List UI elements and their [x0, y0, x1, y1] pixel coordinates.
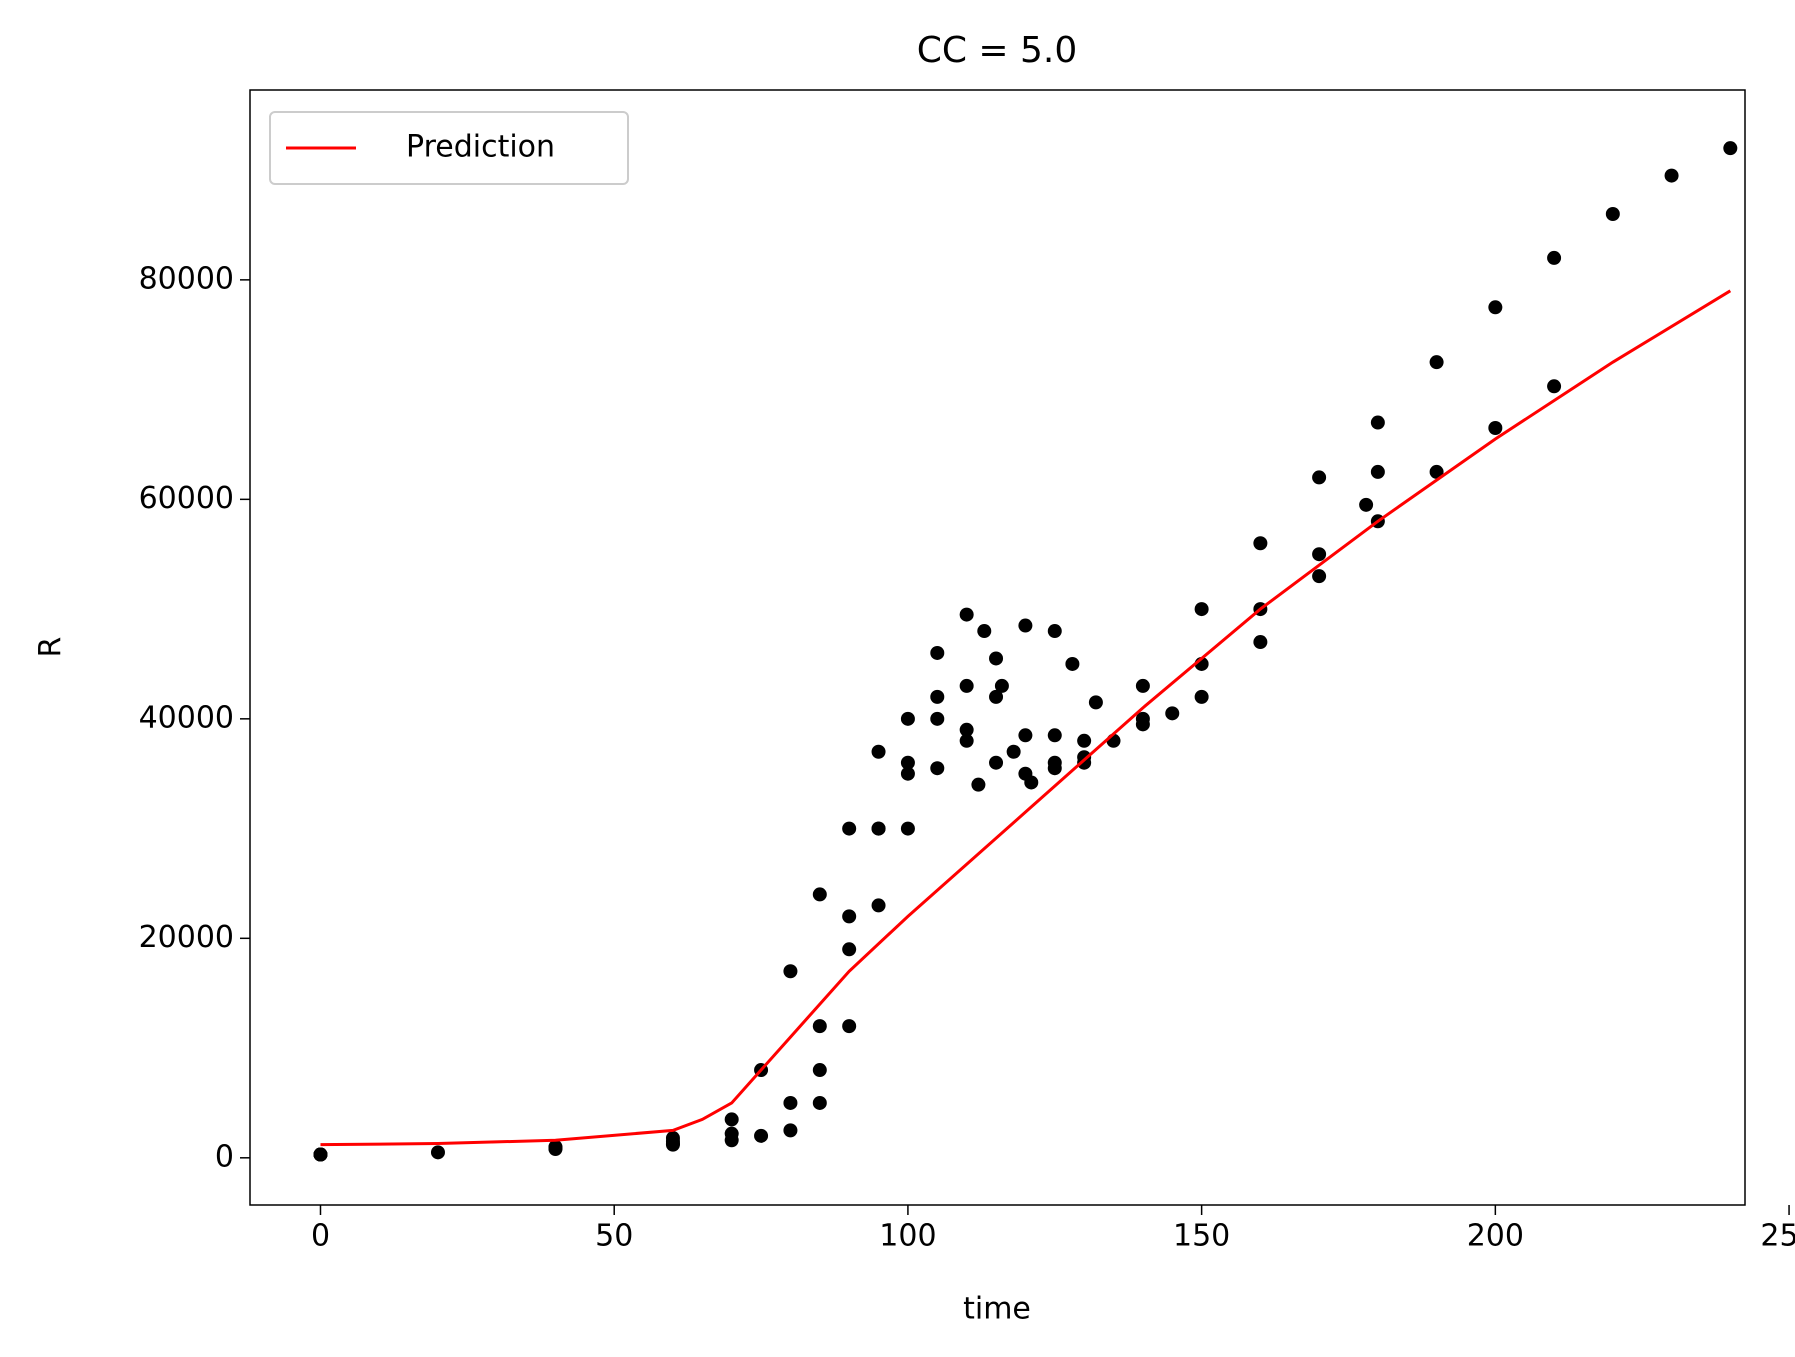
data-point: [842, 821, 857, 836]
plot-area: [313, 141, 1738, 1162]
data-point: [1723, 141, 1738, 156]
data-point: [1135, 711, 1150, 726]
data-point: [1547, 379, 1562, 394]
data-point: [1429, 355, 1444, 370]
data-point: [959, 733, 974, 748]
data-point: [977, 624, 992, 639]
data-point: [1165, 706, 1180, 721]
data-point: [1088, 695, 1103, 710]
data-point: [1370, 415, 1385, 430]
data-point: [1488, 421, 1503, 436]
data-point: [900, 821, 915, 836]
y-tick-label: 40000: [139, 700, 234, 735]
y-tick-label: 0: [215, 1139, 234, 1174]
data-point: [783, 1095, 798, 1110]
data-point: [994, 678, 1009, 693]
data-point: [812, 887, 827, 902]
data-point: [842, 1019, 857, 1034]
data-point: [1047, 624, 1062, 639]
data-point: [1135, 678, 1150, 693]
data-point: [430, 1145, 445, 1160]
axes-frame: [249, 89, 1746, 1206]
data-point: [812, 1019, 827, 1034]
data-point: [812, 1095, 827, 1110]
data-point: [1006, 744, 1021, 759]
data-point: [1605, 207, 1620, 222]
data-point: [930, 645, 945, 660]
data-point: [900, 755, 915, 770]
data-point: [900, 711, 915, 726]
data-point: [1312, 547, 1327, 562]
data-point: [930, 689, 945, 704]
legend-label: Prediction: [406, 130, 555, 165]
data-point: [812, 1063, 827, 1078]
data-point: [1664, 168, 1679, 183]
data-point: [1047, 728, 1062, 743]
x-tick-label: 250: [1760, 1219, 1795, 1254]
data-point: [871, 898, 886, 913]
y-tick-label: 60000: [139, 481, 234, 516]
data-point: [1370, 464, 1385, 479]
data-point: [1488, 300, 1503, 315]
data-point: [930, 761, 945, 776]
data-point: [665, 1136, 680, 1151]
legend-box: [269, 111, 629, 185]
data-point: [1018, 618, 1033, 633]
data-point: [548, 1142, 563, 1157]
data-point: [1312, 470, 1327, 485]
data-point: [842, 942, 857, 957]
data-point: [1253, 635, 1268, 650]
data-point: [313, 1147, 328, 1162]
data-point: [1077, 733, 1092, 748]
data-point: [1077, 750, 1092, 765]
data-point: [1194, 602, 1209, 617]
data-point: [724, 1112, 739, 1127]
data-point: [959, 607, 974, 622]
x-axis-label: time: [963, 1292, 1031, 1327]
data-point: [1018, 728, 1033, 743]
data-point: [900, 766, 915, 781]
data-point: [1312, 569, 1327, 584]
data-point: [930, 711, 945, 726]
data-point: [989, 689, 1004, 704]
prediction-line: [320, 289, 1732, 1147]
data-point: [1429, 464, 1444, 479]
data-point: [724, 1133, 739, 1148]
data-point: [959, 678, 974, 693]
chart-title: CC = 5.0: [917, 30, 1078, 71]
y-tick-label: 20000: [139, 920, 234, 955]
x-tick-label: 0: [311, 1219, 330, 1254]
data-point: [1253, 536, 1268, 551]
data-point: [1547, 250, 1562, 265]
data-point: [1024, 775, 1039, 790]
x-tick-label: 200: [1467, 1219, 1524, 1254]
y-tick-label: 80000: [139, 261, 234, 296]
data-point: [971, 777, 986, 792]
data-point: [754, 1128, 769, 1143]
data-point: [871, 744, 886, 759]
data-point: [842, 909, 857, 924]
data-point: [989, 755, 1004, 770]
data-point: [783, 964, 798, 979]
data-point: [1359, 497, 1374, 512]
x-tick-label: 150: [1173, 1219, 1230, 1254]
data-point: [959, 722, 974, 737]
data-point: [783, 1123, 798, 1138]
y-axis-label: R: [34, 637, 69, 658]
data-point: [1065, 656, 1080, 671]
data-point: [1194, 689, 1209, 704]
x-tick-label: 100: [879, 1219, 936, 1254]
data-point: [871, 821, 886, 836]
data-point: [989, 651, 1004, 666]
x-tick-label: 50: [595, 1219, 633, 1254]
data-point: [1047, 761, 1062, 776]
